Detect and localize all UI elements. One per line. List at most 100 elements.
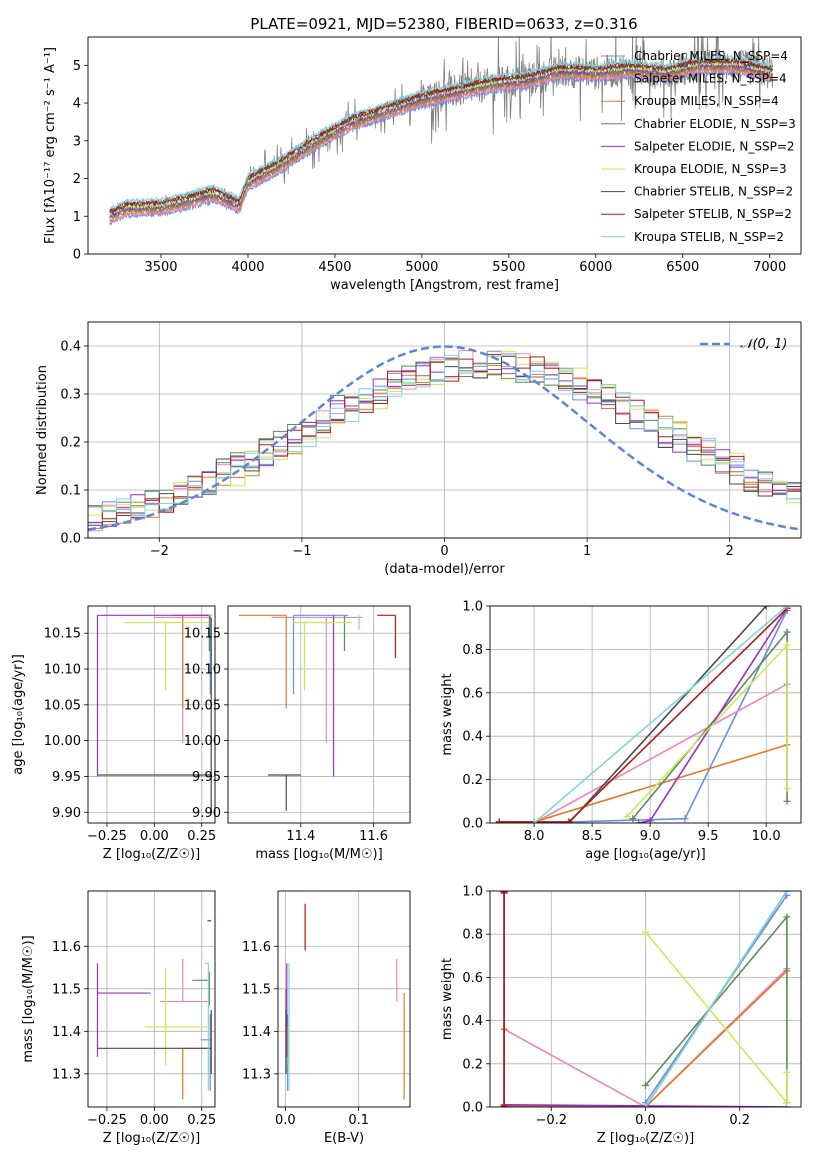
y-axis-label: mass weight: [440, 673, 455, 755]
y-tick-label: 10.15: [184, 627, 221, 642]
figure-title: PLATE=0921, MJD=52380, FIBERID=0633, z=0…: [250, 15, 637, 33]
panel-age_vs_mass: 11.4 11.6 9.90 9.95 10.00 10.05 10.10 10.15 mass…: [184, 605, 411, 862]
y-tick-label: 11.4: [242, 1025, 271, 1040]
y-axis-label: mass weight: [440, 958, 455, 1040]
y-tick-label: 0.0: [462, 1101, 483, 1116]
legend-entry-chabrier_stelib: Chabrier STELIB, N_SSP=2: [634, 185, 793, 199]
x-tick-label: 0.25: [187, 1113, 216, 1128]
spectrum-model-chabrier_elodie: [109, 63, 774, 219]
x-axis-label: Z [log₁₀(Z/Z☉)]: [103, 1131, 200, 1146]
x-tick-label: 4500: [318, 260, 351, 275]
y-tick-label: 0.1: [60, 484, 81, 499]
panel-spectrum: 3500 4000 4500 5000 5500 6000 6500 7000 0 1 2 3 4 5 wa…: [43, 36, 802, 293]
x-tick-label: 4000: [231, 260, 264, 275]
spectrum-model-kroupa_stelib: [109, 54, 774, 210]
x-tick-label: −2: [150, 544, 169, 559]
x-tick-label: 9.5: [698, 829, 719, 844]
histogram-kroupa_stelib: [88, 353, 801, 520]
x-tick-label: −0.25: [87, 1113, 127, 1128]
x-tick-label: −1: [292, 544, 311, 559]
plot-area-age_vs_mass: [228, 606, 410, 823]
x-tick-label: 6500: [666, 260, 699, 275]
axes-frame: [489, 890, 802, 1108]
legend-entry-chabrier_miles: Chabrier MILES, N_SSP=4: [634, 49, 788, 63]
weight-line-salpeter_miles: [533, 683, 788, 823]
y-tick-label: 0.0: [462, 817, 483, 832]
x-tick-label: 7000: [753, 260, 786, 275]
x-tick-label: 8.5: [582, 829, 603, 844]
y-tick-label: 9.95: [192, 770, 221, 785]
legend-entry-kroupa_elodie: Kroupa ELODIE, N_SSP=3: [634, 162, 787, 176]
y-tick-label: 11.3: [52, 1067, 81, 1082]
weight-line-chabrier_stelib: [568, 606, 767, 823]
legend-entry-salpeter_elodie: Salpeter ELODIE, N_SSP=2: [634, 139, 795, 153]
plot-area-age_vs_Z: [88, 606, 215, 823]
y-tick-label: 5: [73, 59, 81, 74]
y-axis-label: Flux [fλ10⁻¹⁷ erg cm⁻² s⁻¹ A⁻¹]: [43, 47, 58, 244]
x-tick-label: 9.0: [640, 829, 661, 844]
plots-layer: 3500 4000 4500 5000 5500 6000 6500 7000 0 1 2 3 4 5 wa…: [11, 36, 802, 1146]
x-tick-label: 1: [583, 544, 591, 559]
x-axis-label: E(B-V): [324, 1131, 364, 1146]
x-tick-label: 8.0: [524, 829, 545, 844]
y-axis-label: Normed distribution: [35, 365, 50, 495]
y-tick-label: 0.4: [462, 1014, 483, 1029]
plot-area-residuals: [88, 322, 801, 538]
x-tick-label: 2: [726, 544, 734, 559]
spectrum-model-chabrier_miles: [109, 69, 774, 226]
panel-weight_vs_age: 8.0 8.5 9.0 9.5 10.0 0.0 0.2 0.4 0.6 0.8 1.0 age [l…: [440, 600, 802, 862]
y-tick-label: 0.4: [60, 340, 81, 355]
y-axis-label: age [log₁₀(age/yr)]: [11, 654, 26, 775]
y-tick-label: 0.6: [462, 971, 483, 986]
axes-frame: [227, 605, 411, 824]
y-tick-label: 1.0: [462, 600, 483, 615]
y-tick-label: 0.8: [462, 928, 483, 943]
x-axis-label: age [log₁₀(age/yr)]: [585, 847, 706, 862]
y-tick-label: 10.10: [44, 663, 81, 678]
y-tick-label: 11.5: [52, 982, 81, 997]
spectrum-model-salpeter_miles: [109, 68, 774, 224]
y-tick-label: 0.3: [60, 388, 81, 403]
legend-entry-chabrier_elodie: Chabrier ELODIE, N_SSP=3: [634, 117, 796, 131]
x-tick-label: 0.1: [348, 1113, 369, 1128]
y-tick-label: 0.4: [462, 730, 483, 745]
y-tick-label: 9.90: [52, 806, 81, 821]
y-tick-label: 10.05: [184, 698, 221, 713]
axes-frame: [87, 890, 216, 1108]
panel-age_vs_Z: −0.25 0.00 0.25 9.90 9.95 10.00 10.05 10.10 10.1…: [11, 605, 216, 862]
legend-entry-normal: 𝒩(0, 1): [740, 337, 787, 352]
panel-weight_vs_Z: −0.2 0.0 0.2 0.0 0.2 0.4 0.6 0.8 1.0 Z [log₁₀(Z/Z…: [440, 885, 802, 1146]
x-tick-label: 11.4: [286, 829, 315, 844]
y-tick-label: 10.15: [44, 627, 81, 642]
x-tick-label: 11.6: [359, 829, 388, 844]
x-tick-label: 0: [440, 544, 448, 559]
x-axis-label: wavelength [Angstrom, rest frame]: [330, 278, 559, 293]
y-tick-label: 9.90: [192, 806, 221, 821]
y-tick-label: 1.0: [462, 885, 483, 900]
x-tick-label: −0.25: [87, 829, 127, 844]
y-tick-label: 10.10: [184, 663, 221, 678]
y-axis-label: mass [log₁₀(M/M☉)]: [21, 935, 36, 1062]
weight-line-kroupa_stelib: [533, 606, 788, 823]
legend-entry-salpeter_stelib: Salpeter STELIB, N_SSP=2: [634, 207, 792, 221]
y-tick-label: 2: [73, 172, 81, 187]
y-tick-label: 1: [73, 210, 81, 225]
legend-entry-kroupa_stelib: Kroupa STELIB, N_SSP=2: [634, 230, 784, 244]
plot-area-weight_vs_age: [490, 606, 801, 823]
plot-area-spectrum: [109, 37, 774, 226]
y-tick-label: 4: [73, 97, 81, 112]
axes-frame: [277, 890, 411, 1108]
x-tick-label: 5000: [405, 260, 438, 275]
x-tick-label: 0.00: [140, 829, 169, 844]
spectrum-model-kroupa_miles: [109, 65, 773, 222]
y-tick-label: 0.6: [462, 686, 483, 701]
plot-area-weight_vs_Z: [490, 891, 801, 1107]
panel-mass_vs_ebv: 0.0 0.1 11.3 11.4 11.5 11.6 E(B-V): [242, 890, 411, 1146]
y-tick-label: 10.00: [184, 734, 221, 749]
y-tick-label: 9.95: [52, 770, 81, 785]
y-tick-label: 11.3: [242, 1067, 271, 1082]
x-axis-label: Z [log₁₀(Z/Z☉)]: [597, 1131, 694, 1146]
axes-frame: [87, 321, 802, 539]
plot-area-mass_vs_ebv: [278, 891, 410, 1107]
